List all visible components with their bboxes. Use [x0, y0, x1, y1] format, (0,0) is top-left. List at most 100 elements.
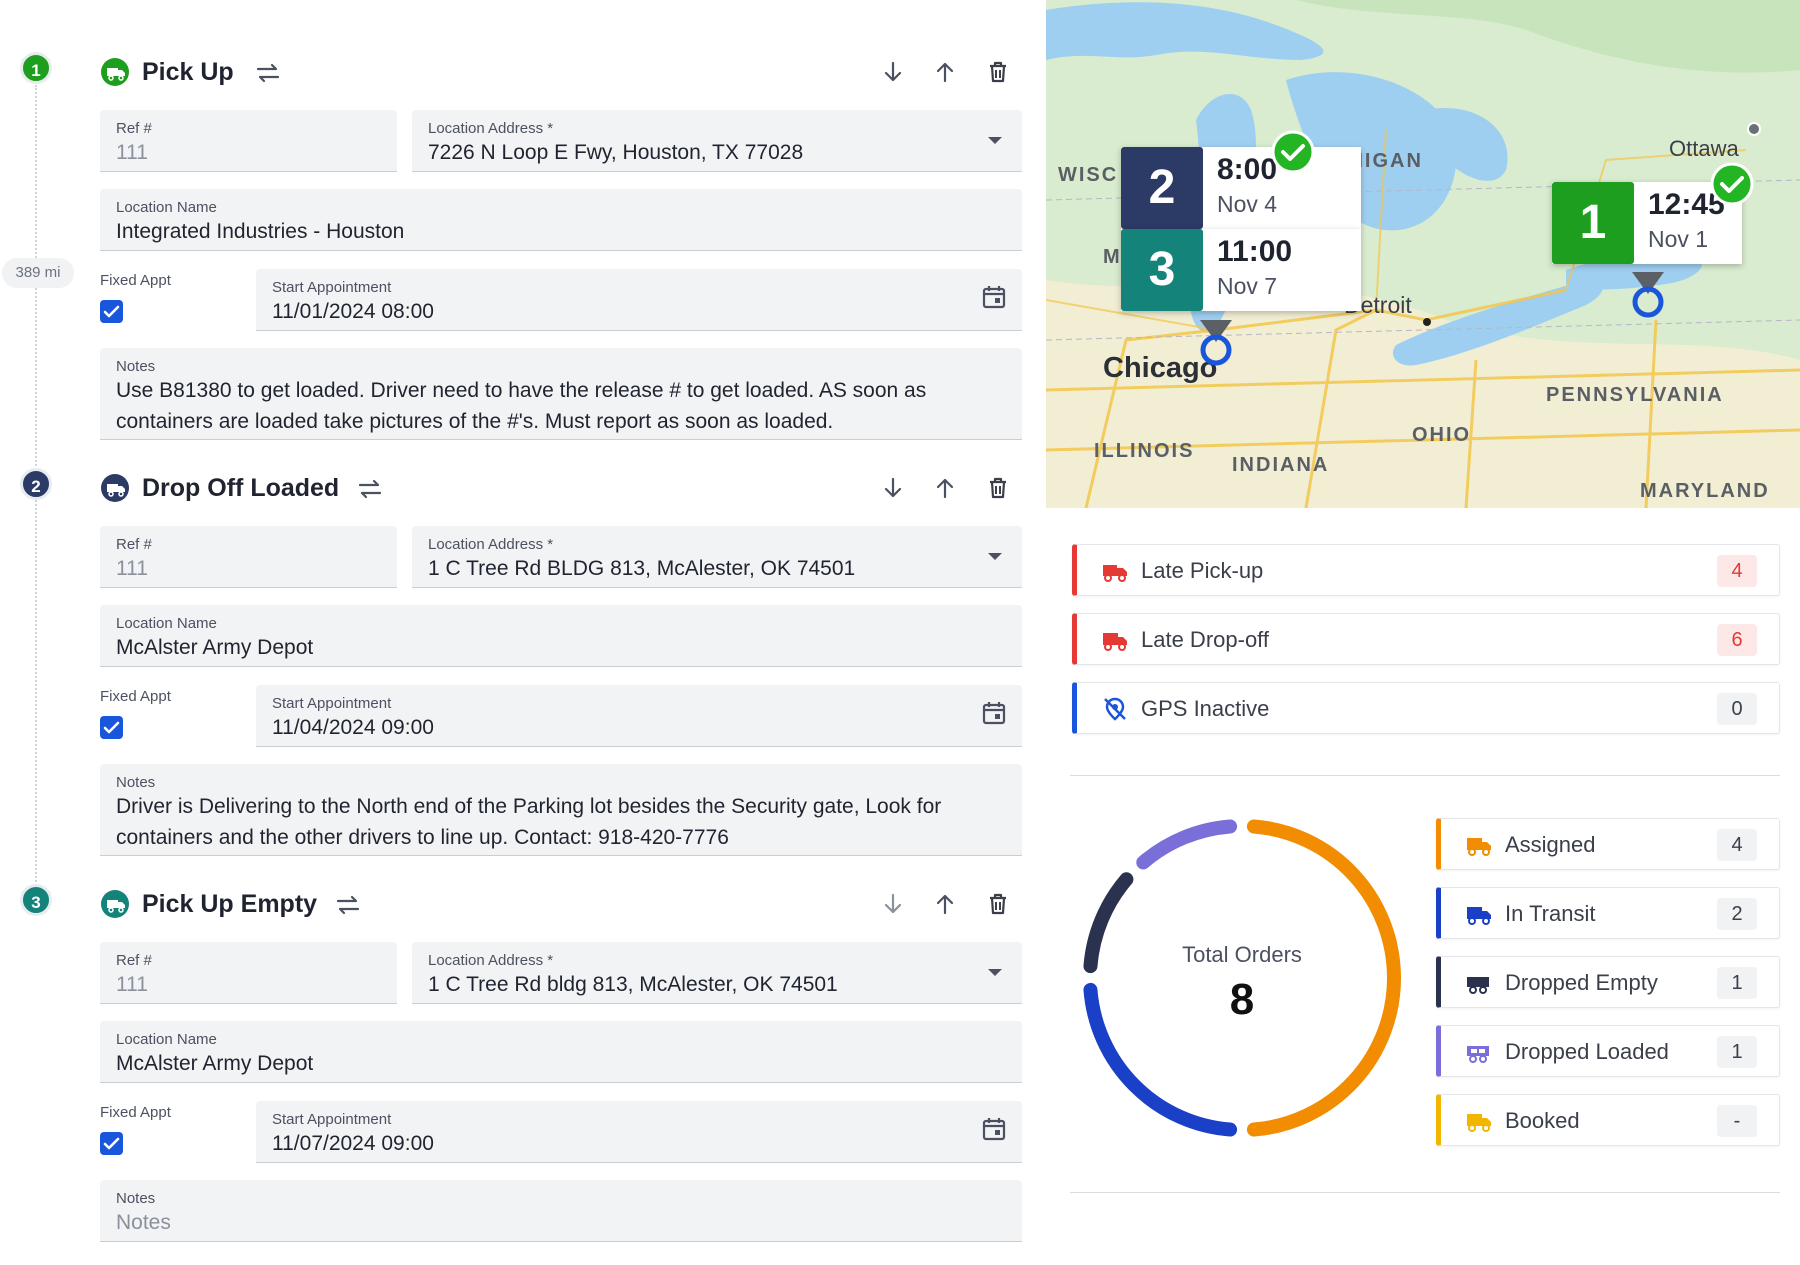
location-address-select[interactable]: Location Address * 1 C Tree Rd bldg 813,…: [412, 942, 1022, 1004]
trash-icon[interactable]: [985, 891, 1011, 917]
notes-field[interactable]: Notes Driver is Delivering to the North …: [100, 764, 1022, 856]
map-marker-stop-3[interactable]: 3 11:00 Nov 7: [1121, 229, 1361, 311]
calendar-icon[interactable]: [980, 699, 1008, 727]
stop-title: Pick Up Empty: [142, 890, 318, 918]
location-address-select[interactable]: Location Address * 7226 N Loop E Fwy, Ho…: [412, 110, 1022, 172]
status-label: Dropped Empty: [1505, 970, 1658, 995]
address-label: Location Address *: [428, 952, 554, 969]
location-name-field[interactable]: Location Name McAlster Army Depot: [100, 605, 1022, 667]
donut-segment-dropped-loaded: [1136, 819, 1238, 870]
map-marker-stop-2[interactable]: 2 8:00 Nov 4: [1121, 147, 1361, 229]
late-dropoff-truck-icon: [1103, 633, 1127, 651]
status-label: Dropped Loaded: [1505, 1039, 1669, 1064]
checkmark-icon: [103, 721, 120, 734]
status-booked[interactable]: Booked -: [1436, 1094, 1780, 1146]
chevron-down-icon[interactable]: [988, 553, 1002, 560]
swap-icon[interactable]: [254, 62, 282, 84]
map-label-ohio: OHIO: [1412, 424, 1472, 446]
status-count: 1: [1717, 967, 1757, 999]
route-map[interactable]: WISC CHIGAN M Ottawa Detroit Chicago PEN…: [1046, 0, 1800, 508]
move-up-icon[interactable]: [932, 891, 958, 917]
total-orders-label: Total Orders: [1182, 942, 1302, 967]
notes-field[interactable]: Notes Use B81380 to get loaded. Driver n…: [100, 348, 1022, 440]
map-label-illinois: ILLINOIS: [1094, 440, 1195, 462]
notes-field[interactable]: Notes Notes: [100, 1180, 1022, 1242]
map-pin-icon: [1200, 320, 1232, 366]
dropoff-icon: [101, 474, 129, 502]
marker-date: Nov 4: [1217, 191, 1278, 217]
move-up-icon[interactable]: [932, 59, 958, 85]
move-down-icon[interactable]: [880, 475, 906, 501]
swap-icon[interactable]: [356, 478, 384, 500]
status-dropped-empty[interactable]: Dropped Empty 1: [1436, 956, 1780, 1008]
move-down-icon[interactable]: [880, 59, 906, 85]
map-label-maryland: MARYLAND: [1640, 480, 1770, 502]
location-name-value: Integrated Industries - Houston: [116, 220, 405, 243]
section-divider: [1070, 1192, 1780, 1193]
calendar-icon[interactable]: [980, 283, 1008, 311]
marker-time: 11:00: [1217, 235, 1293, 268]
move-up-icon[interactable]: [932, 475, 958, 501]
start-appointment-field[interactable]: Start Appointment 11/04/2024 09:00: [256, 685, 1022, 747]
alert-count: 4: [1717, 555, 1757, 587]
alert-late-pickup[interactable]: Late Pick-up 4: [1072, 544, 1780, 596]
donut-segment-in-transit: [1083, 982, 1238, 1137]
fixed-appt-label: Fixed Appt: [100, 688, 171, 705]
address-value: 1 C Tree Rd BLDG 813, McAlester, OK 7450…: [428, 557, 856, 580]
location-name-field[interactable]: Location Name McAlster Army Depot: [100, 1021, 1022, 1083]
ref-value: 111: [116, 557, 148, 580]
ref-field[interactable]: Ref # 111: [100, 110, 397, 172]
status-dropped-loaded[interactable]: Dropped Loaded 1: [1436, 1025, 1780, 1077]
status-label: In Transit: [1505, 901, 1596, 926]
swap-icon[interactable]: [334, 894, 362, 916]
alert-count: 0: [1717, 693, 1757, 725]
trash-icon[interactable]: [985, 475, 1011, 501]
check-circle-icon: [1271, 130, 1315, 174]
notes-label: Notes: [116, 774, 156, 791]
location-name-field[interactable]: Location Name Integrated Industries - Ho…: [100, 189, 1022, 251]
fixed-appt-checkbox[interactable]: [100, 716, 123, 739]
marker-number: 1: [1552, 182, 1634, 264]
pickup-icon: [101, 58, 129, 86]
map-label-indiana: INDIANA: [1232, 454, 1330, 476]
donut-segment-dropped-empty: [1083, 872, 1134, 974]
start-appointment-field[interactable]: Start Appointment 11/07/2024 09:00: [256, 1101, 1022, 1163]
start-appointment-field[interactable]: Start Appointment 11/01/2024 08:00: [256, 269, 1022, 331]
location-name-label: Location Name: [116, 1031, 217, 1048]
status-in-transit[interactable]: In Transit 2: [1436, 887, 1780, 939]
chevron-down-icon[interactable]: [988, 969, 1002, 976]
location-address-select[interactable]: Location Address * 1 C Tree Rd BLDG 813,…: [412, 526, 1022, 588]
alert-late-dropoff[interactable]: Late Drop-off 6: [1072, 613, 1780, 665]
location-name-label: Location Name: [116, 615, 217, 632]
move-down-icon[interactable]: [880, 891, 906, 917]
check-circle-icon: [1710, 162, 1754, 206]
stops-panel: 389 mi 1 Pick Up Ref # 111 Loca: [2, 52, 1022, 1242]
ref-value: 111: [116, 973, 148, 996]
status-label: Assigned: [1505, 832, 1596, 857]
map-marker-stop-1[interactable]: 1 12:45 Nov 1: [1552, 182, 1742, 264]
assigned-truck-icon: [1467, 838, 1491, 856]
chevron-down-icon[interactable]: [988, 137, 1002, 144]
notes-label: Notes: [116, 1190, 156, 1207]
stop-number-badge: 1: [20, 52, 52, 84]
ref-field[interactable]: Ref # 111: [100, 526, 397, 588]
ref-field[interactable]: Ref # 111: [100, 942, 397, 1004]
calendar-icon[interactable]: [980, 1115, 1008, 1143]
fixed-appt-checkbox[interactable]: [100, 1132, 123, 1155]
ref-value: 111: [116, 141, 148, 164]
status-assigned[interactable]: Assigned 4: [1436, 818, 1780, 870]
trash-icon[interactable]: [985, 59, 1011, 85]
section-divider: [1070, 775, 1780, 776]
status-label: Booked: [1505, 1108, 1580, 1133]
ref-label: Ref #: [116, 120, 152, 137]
ref-label: Ref #: [116, 952, 152, 969]
marker-time: 12:45: [1648, 188, 1725, 221]
fixed-appt-checkbox[interactable]: [100, 300, 123, 323]
status-count: -: [1717, 1105, 1757, 1137]
alert-gps-inactive[interactable]: GPS Inactive 0: [1072, 682, 1780, 734]
map-pin-icon: [1632, 272, 1664, 318]
status-count: 4: [1717, 829, 1757, 861]
ref-label: Ref #: [116, 536, 152, 553]
notes-value: Use B81380 to get loaded. Driver need to…: [116, 379, 927, 433]
checkmark-icon: [103, 305, 120, 318]
